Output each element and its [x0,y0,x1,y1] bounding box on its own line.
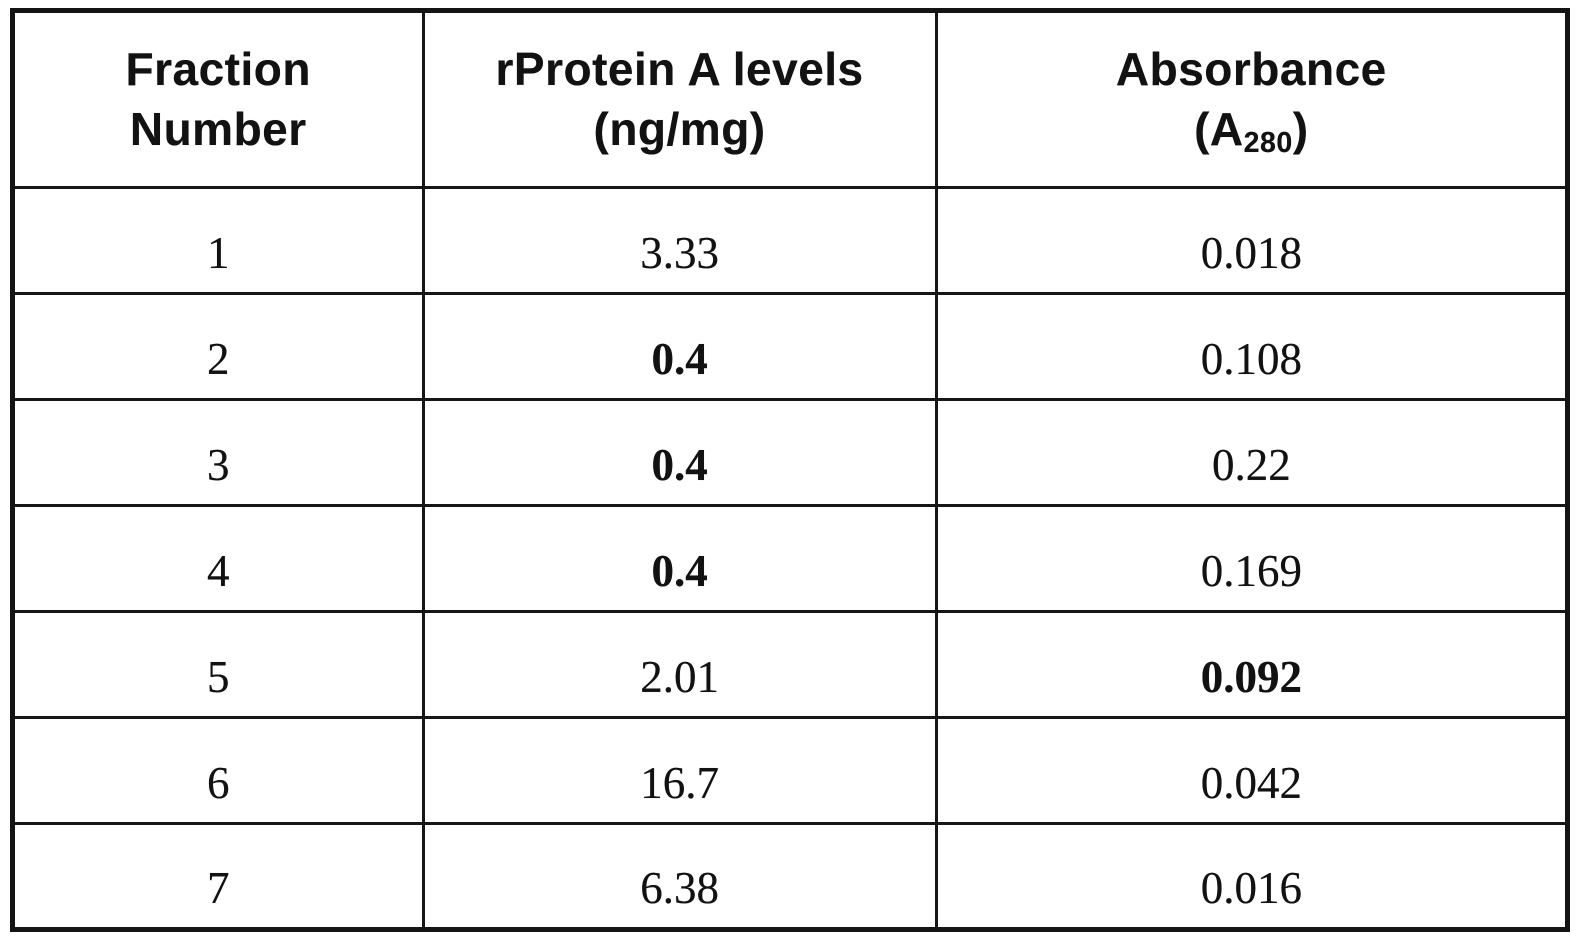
protein-level-cell: 16.7 [421,716,938,825]
protein-level-cell: 0.4 [421,292,938,401]
header-line: Absorbance [1115,42,1387,95]
header-line: (A280) [1194,102,1309,159]
header-line: Number [129,102,307,155]
table-row: 1 3.33 0.018 [11,186,1570,295]
subscript-280: 280 [1243,126,1293,159]
absorbance-cell: 0.108 [934,292,1570,401]
header-fraction-number: Fraction Number [11,9,425,189]
fraction-number-cell: 3 [11,398,425,507]
protein-level-cell: 0.4 [421,504,938,613]
header-line: rProtein A levels [495,42,864,95]
table-row: 6 16.7 0.042 [11,716,1570,825]
fraction-number-cell: 5 [11,610,425,719]
protein-level-cell: 0.4 [421,398,938,507]
table-row: 5 2.01 0.092 [11,610,1570,719]
fraction-absorbance-table: Fraction Number rProtein A levels (ng/mg… [10,8,1570,932]
fraction-number-cell: 6 [11,716,425,825]
fraction-number-cell: 1 [11,186,425,295]
table-row: 4 0.4 0.169 [11,504,1570,613]
table-body: 1 3.33 0.018 2 0.4 0.108 3 0.4 0.22 4 0.… [11,186,1570,931]
table-row: 7 6.38 0.016 [11,822,1570,931]
table-header: Fraction Number rProtein A levels (ng/mg… [11,9,1570,189]
protein-level-cell: 2.01 [421,610,938,719]
fraction-number-cell: 2 [11,292,425,401]
table-row: 3 0.4 0.22 [11,398,1570,507]
header-absorbance: Absorbance (A280) [934,9,1570,189]
header-row: Fraction Number rProtein A levels (ng/mg… [11,9,1570,189]
header-line: (ng/mg) [593,102,766,155]
header-rprotein-levels: rProtein A levels (ng/mg) [421,9,938,189]
absorbance-cell: 0.016 [934,822,1570,931]
fraction-number-cell: 7 [11,822,425,931]
absorbance-cell: 0.169 [934,504,1570,613]
absorbance-cell: 0.092 [934,610,1570,719]
absorbance-cell: 0.22 [934,398,1570,507]
absorbance-cell: 0.018 [934,186,1570,295]
header-line: Fraction [125,42,311,95]
protein-level-cell: 3.33 [421,186,938,295]
fraction-number-cell: 4 [11,504,425,613]
absorbance-cell: 0.042 [934,716,1570,825]
table-row: 2 0.4 0.108 [11,292,1570,401]
protein-level-cell: 6.38 [421,822,938,931]
